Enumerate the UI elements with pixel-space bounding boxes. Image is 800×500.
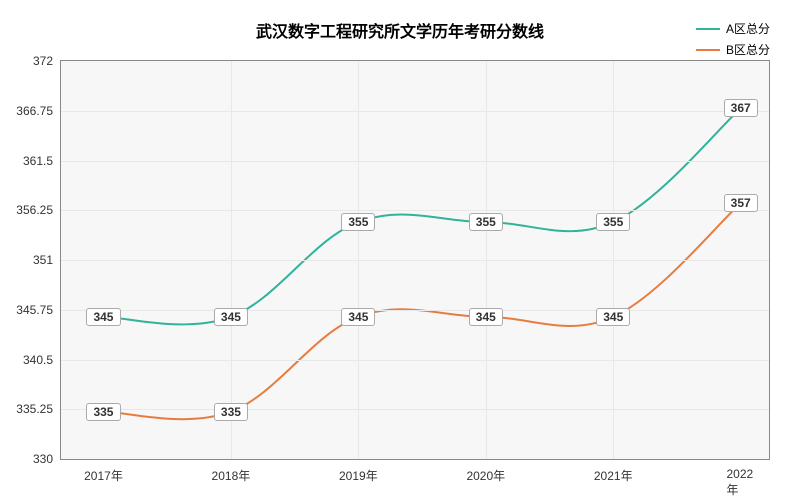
data-label: 345 (341, 308, 375, 326)
data-label: 335 (86, 403, 120, 421)
gridline-h (61, 360, 769, 361)
data-label: 335 (214, 403, 248, 421)
y-axis-tick: 366.75 (16, 104, 61, 118)
series-line (103, 203, 740, 419)
legend-swatch (696, 28, 720, 30)
data-label: 345 (469, 308, 503, 326)
chart-container: 武汉数字工程研究所文学历年考研分数线 A区总分B区总分 330335.25340… (0, 0, 800, 500)
gridline-h (61, 310, 769, 311)
series-line (103, 108, 740, 324)
y-axis-tick: 361.5 (23, 154, 61, 168)
data-label: 355 (469, 213, 503, 231)
gridline-v (486, 61, 487, 459)
gridline-h (61, 161, 769, 162)
y-axis-tick: 345.75 (16, 303, 61, 317)
data-label: 355 (341, 213, 375, 231)
y-axis-tick: 356.25 (16, 203, 61, 217)
legend-item: A区总分 (696, 20, 770, 37)
data-label: 355 (596, 213, 630, 231)
legend-label: B区总分 (726, 41, 770, 58)
x-axis-tick: 2018年 (212, 459, 251, 484)
legend: A区总分 B区总分 (696, 20, 770, 62)
legend-label: A区总分 (726, 20, 770, 37)
gridline-h (61, 260, 769, 261)
y-axis-tick: 340.5 (23, 353, 61, 367)
gridline-v (231, 61, 232, 459)
x-axis-tick: 2022年 (727, 459, 755, 498)
legend-swatch (696, 49, 720, 51)
y-axis-tick: 351 (33, 253, 61, 267)
gridline-v (358, 61, 359, 459)
x-axis-tick: 2021年 (594, 459, 633, 484)
gridline-h (61, 409, 769, 410)
legend-item: B区总分 (696, 41, 770, 58)
gridline-h (61, 111, 769, 112)
data-label: 345 (86, 308, 120, 326)
y-axis-tick: 335.25 (16, 402, 61, 416)
gridline-v (613, 61, 614, 459)
x-axis-tick: 2017年 (84, 459, 123, 484)
data-label: 367 (724, 99, 758, 117)
data-label: 357 (724, 194, 758, 212)
x-axis-tick: 2019年 (339, 459, 378, 484)
x-axis-tick: 2020年 (466, 459, 505, 484)
data-label: 345 (596, 308, 630, 326)
y-axis-tick: 372 (33, 54, 61, 68)
plot-area: 330335.25340.5345.75351356.25361.5366.75… (60, 60, 770, 460)
data-label: 345 (214, 308, 248, 326)
gridline-h (61, 210, 769, 211)
chart-title: 武汉数字工程研究所文学历年考研分数线 (256, 18, 544, 42)
y-axis-tick: 330 (33, 452, 61, 466)
